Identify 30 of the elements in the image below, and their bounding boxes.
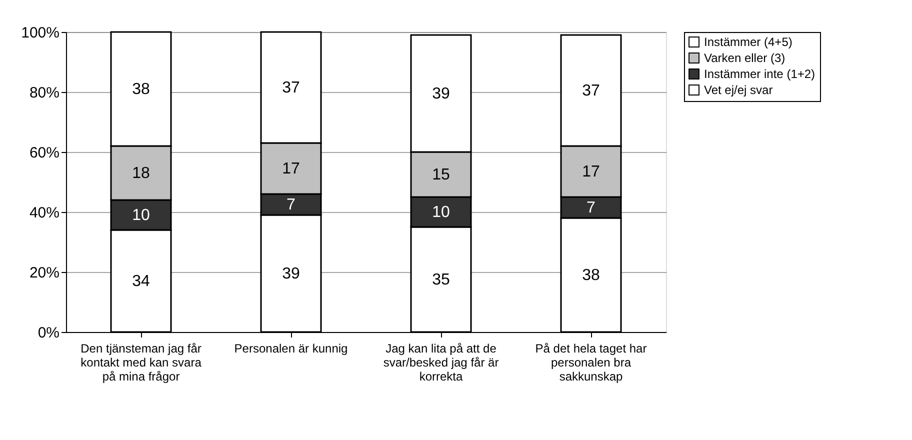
data-label: 39 xyxy=(432,86,450,102)
data-label: 10 xyxy=(132,207,150,224)
y-tick-label: 20% xyxy=(29,264,60,282)
data-label: 17 xyxy=(582,164,600,180)
y-tick-label: 40% xyxy=(29,204,60,222)
legend-label: Instämmer (4+5) xyxy=(704,35,792,49)
y-tick-label: 80% xyxy=(29,84,60,102)
x-tick-label: Jag kan lita på att de svar/besked jag får är korrekta xyxy=(383,342,499,384)
x-tick-label: Den tjänsteman jag får kontakt med kan svara på mina frågor xyxy=(80,342,202,384)
data-label: 15 xyxy=(432,166,450,184)
legend-label: Vet ej/ej svar xyxy=(704,83,773,97)
data-label: 18 xyxy=(132,165,150,182)
data-label: 38 xyxy=(132,81,150,98)
data-label: 10 xyxy=(432,204,450,221)
x-tick-label: Personalen är kunnig xyxy=(234,342,348,356)
data-label: 38 xyxy=(582,267,600,284)
data-label: 37 xyxy=(582,82,600,100)
data-label: 37 xyxy=(282,80,300,96)
data-label: 7 xyxy=(586,200,596,216)
data-label: 39 xyxy=(282,266,300,282)
data-label: 7 xyxy=(286,196,296,214)
data-label: 17 xyxy=(282,160,300,178)
y-tick-label: 100% xyxy=(21,24,60,42)
legend-label: Varken eller (3) xyxy=(704,51,786,65)
y-tick-label: 0% xyxy=(38,324,60,342)
data-label: 35 xyxy=(432,272,450,288)
legend-label: Instämmer inte (1+2) xyxy=(704,67,816,81)
x-tick-label: På det hela taget har personalen bra sakkunskap xyxy=(535,342,647,384)
y-tick-label: 60% xyxy=(29,144,60,162)
data-label: 34 xyxy=(132,273,150,290)
